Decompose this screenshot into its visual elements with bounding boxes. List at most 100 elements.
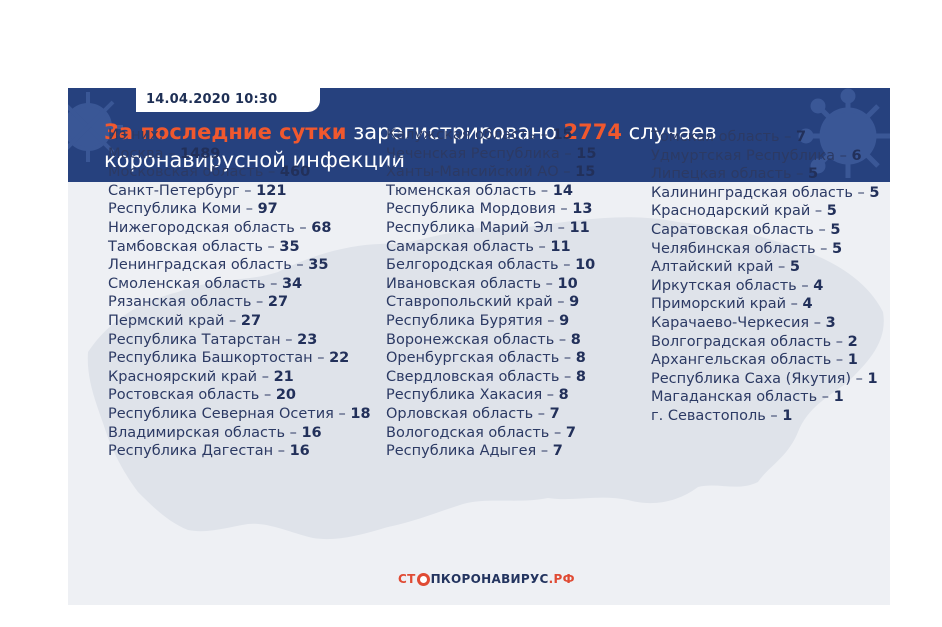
- region-row: Республика Мордовия – 13: [386, 200, 596, 219]
- region-row: Тамбовская область – 35: [108, 238, 371, 257]
- region-separator: –: [251, 294, 268, 311]
- region-row: Республика Башкортостан – 22: [108, 349, 371, 368]
- region-separator: –: [541, 275, 558, 292]
- region-separator: –: [163, 145, 181, 162]
- region-count: 11: [569, 219, 590, 236]
- region-separator: –: [263, 164, 280, 181]
- region-count: 9: [559, 312, 570, 329]
- region-count: 11: [550, 238, 571, 255]
- region-name: Карачаево-Черкесия: [651, 314, 810, 331]
- headline: За последние сутки зарегистрировано 2774…: [104, 118, 804, 174]
- region-count: 68: [311, 219, 332, 236]
- region-separator: –: [791, 166, 808, 183]
- region-name: Ханты-Мансийский АО: [386, 164, 559, 181]
- region-count: 7: [552, 443, 563, 460]
- region-name: Тамбовская область: [108, 238, 263, 255]
- region-separator: –: [273, 443, 290, 460]
- region-list-1: Москва – 1489 Московская область – 460 Сан…: [108, 145, 371, 461]
- region-count: 9: [569, 294, 580, 311]
- virus-icon: [798, 88, 890, 178]
- region-count: 15: [576, 145, 597, 162]
- region-row: Оренбургская область – 8: [386, 349, 596, 368]
- region-row: Калужская область – 15: [386, 126, 596, 145]
- region-count: 97: [257, 201, 278, 218]
- region-list-2: Калужская область – 15 Чеченская Республи…: [386, 126, 596, 461]
- region-name: Краснодарский край: [651, 203, 811, 220]
- region-name: Ивановская область: [386, 275, 542, 292]
- region-row: Волгоградская область – 2: [651, 333, 879, 352]
- region-row: Республика Бурятия – 9: [386, 312, 596, 331]
- region-row: Пермский край – 27: [108, 312, 371, 331]
- region-count: 4: [813, 277, 824, 294]
- region-name: Республика Бурятия: [386, 312, 543, 329]
- region-count: 8: [575, 350, 586, 367]
- region-name: Приморский край: [651, 296, 787, 313]
- region-row: Республика Саха (Якутия) – 1: [651, 370, 879, 389]
- region-name: Самарская область: [386, 238, 534, 255]
- region-count: 35: [308, 257, 329, 274]
- brand-part1: СТ: [398, 572, 416, 586]
- region-row: Ростовская область – 20: [108, 386, 371, 405]
- region-name: Ленинградская область: [108, 257, 292, 274]
- region-separator: –: [333, 405, 351, 422]
- region-name: Республика Коми: [108, 201, 242, 218]
- region-name: Республика Хакасия: [386, 387, 543, 404]
- region-name: Республика Дагестан: [108, 443, 274, 460]
- region-separator: –: [831, 333, 848, 350]
- region-separator: –: [542, 387, 559, 404]
- region-count: 3: [825, 314, 836, 331]
- region-name: Пермский край: [108, 312, 225, 329]
- region-name: Калужская область: [386, 127, 536, 143]
- region-count: 6: [851, 147, 862, 164]
- region-separator: –: [265, 275, 282, 292]
- headline-text-1: зарегистрировано: [346, 120, 564, 144]
- region-row: Саратовская область – 5: [651, 221, 879, 240]
- region-separator: –: [796, 277, 814, 294]
- region-row: Ханты-Мансийский АО – 15: [386, 163, 596, 182]
- region-row: Москва – 1489: [108, 145, 371, 164]
- region-separator: –: [257, 368, 274, 385]
- region-count: 10: [557, 275, 578, 292]
- region-row: Липецкая область – 5: [651, 165, 879, 184]
- region-count: 23: [297, 331, 318, 348]
- region-count: 13: [572, 201, 593, 218]
- region-separator: –: [542, 312, 560, 329]
- region-row: Калининградская область – 5: [651, 184, 879, 203]
- region-row: Ставропольский край – 9: [386, 293, 596, 312]
- region-row: Республика Марий Эл – 11: [386, 219, 596, 238]
- region-row: Санкт-Петербург – 121: [108, 182, 371, 201]
- region-separator: –: [259, 387, 276, 404]
- region-separator: –: [291, 257, 309, 274]
- region-separator: –: [852, 184, 870, 201]
- region-name: Чеченская Республика: [386, 145, 560, 162]
- region-separator: –: [815, 240, 833, 257]
- region-name: Волгоградская область: [651, 333, 832, 350]
- region-separator: –: [817, 389, 834, 406]
- region-separator: –: [559, 145, 577, 162]
- region-separator: –: [536, 182, 553, 199]
- region-name: Рязанская область: [108, 294, 252, 311]
- region-name: Смоленская область: [108, 275, 266, 292]
- region-name: Вологодская область: [386, 424, 550, 441]
- region-count: 5: [830, 221, 841, 238]
- region-count: 7: [565, 424, 576, 441]
- region-name: Республика Адыгея: [386, 443, 537, 460]
- region-name: Орловская область: [386, 405, 534, 422]
- stop-globe-icon: [416, 572, 430, 586]
- region-row: г. Севастополь – 1: [651, 407, 879, 426]
- region-separator: –: [810, 203, 827, 220]
- intro-label: Из них:: [108, 127, 164, 143]
- region-name: Челябинская область: [651, 240, 816, 257]
- region-name: Удмуртская Республика: [651, 147, 835, 164]
- region-name: Ставропольский край: [386, 294, 553, 311]
- region-name: Алтайский край: [651, 259, 774, 276]
- region-separator: –: [552, 294, 570, 311]
- region-row: Вологодская область – 7: [386, 424, 596, 443]
- region-separator: –: [851, 370, 868, 387]
- region-name: Нижегородская область: [108, 219, 295, 236]
- region-name: Оренбургская область: [386, 350, 560, 367]
- region-separator: –: [285, 424, 302, 441]
- region-name: Республика Башкортостан: [108, 350, 313, 367]
- region-name: г. Севастополь: [651, 407, 766, 424]
- infographic-card: 14.04.2020 10:30 За последние сутки заре…: [68, 88, 890, 605]
